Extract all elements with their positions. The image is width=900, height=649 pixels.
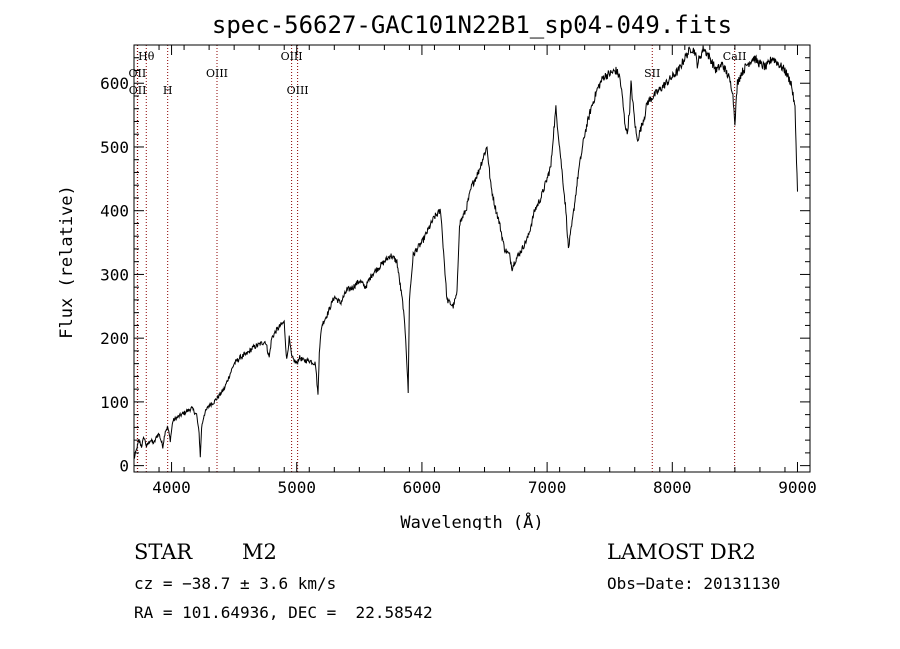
spectral-line-label: OIII <box>206 67 228 80</box>
y-tick-label: 200 <box>100 329 129 348</box>
y-tick-label: 300 <box>100 265 129 284</box>
spectral-line-label: Hθ <box>138 50 155 63</box>
spectral-line-markers: Hθ OII OII H OIII OIII OIII SII CaII <box>129 45 747 472</box>
spectrum-line <box>133 45 798 459</box>
x-tick-label: 7000 <box>528 478 567 497</box>
y-tick-label: 500 <box>100 138 129 157</box>
survey-name: LAMOST DR2 <box>607 540 756 564</box>
coordinates-readout: RA = 101.64936, DEC = 22.58542 <box>134 603 433 622</box>
y-tick-label: 100 <box>100 393 129 412</box>
y-axis-label: Flux (relative) <box>57 185 77 339</box>
observation-date: Obs−Date: 20131130 <box>607 574 781 593</box>
spectral-line-label: CaII <box>723 50 747 63</box>
plot-frame <box>133 44 811 473</box>
spectral-line-label: OIII <box>281 50 303 63</box>
object-subclass: M2 <box>242 540 277 564</box>
x-tick-label: 5000 <box>277 478 316 497</box>
spectral-line-label: OII <box>129 84 147 97</box>
y-tick-label: 600 <box>100 74 129 93</box>
chart-title: spec-56627-GAC101N22B1_sp04-049.fits <box>212 11 732 39</box>
x-tick-label: 9000 <box>778 478 817 497</box>
x-axis-label: Wavelength (Å) <box>400 511 543 530</box>
x-tick-label: 8000 <box>653 478 692 497</box>
x-tick-label: 4000 <box>152 478 191 497</box>
x-tick-label: 6000 <box>403 478 442 497</box>
spectral-line-label: SII <box>644 67 660 80</box>
y-tick-label: 0 <box>119 457 129 476</box>
spectral-line-label: OIII <box>287 84 309 97</box>
object-class: STAR <box>134 540 193 564</box>
spectral-line-label: H <box>163 84 173 97</box>
y-tick-label: 400 <box>100 202 129 221</box>
redshift-readout: cz = −38.7 ± 3.6 km/s <box>134 574 337 593</box>
spectral-line-label: OII <box>129 67 147 80</box>
axis-ticks: 4000 5000 6000 7000 8000 9000 0 100 200 300 400 500… <box>100 44 817 497</box>
